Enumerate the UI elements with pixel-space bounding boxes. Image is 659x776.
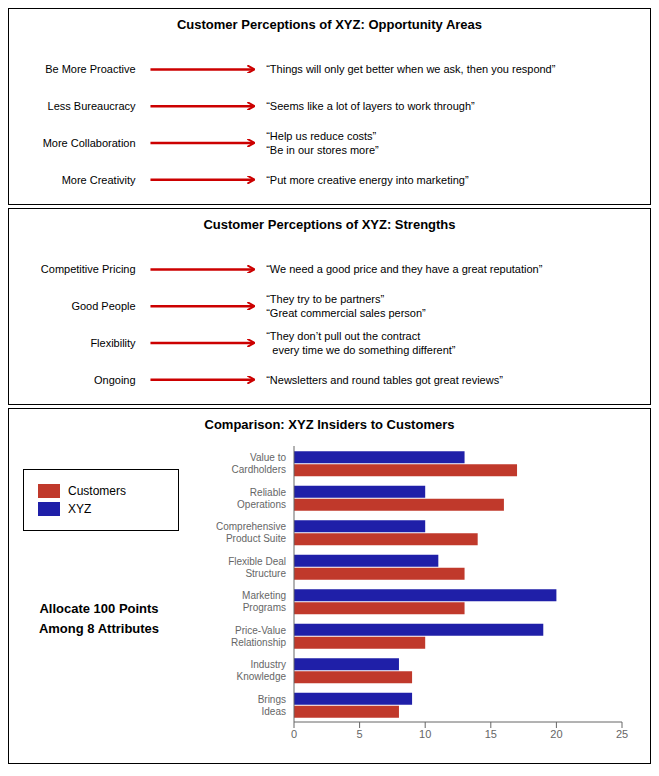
svg-text:ReliableOperations: ReliableOperations — [237, 487, 286, 510]
html-text:Less Bureaucracy: Less Bureaucracy — [47, 100, 136, 113]
html-text:More Creativity: More Creativity — [61, 173, 136, 186]
svg-text:MarketingPrograms: MarketingPrograms — [242, 590, 286, 613]
html-text:Customer Perceptions of XYZ: S: Customer Perceptions of XYZ: Strengths — [203, 217, 456, 232]
html-text:Allocate 100 Points Among 8 At: Allocate 100 Points Among 8 Attributes — [38, 601, 160, 636]
html-text:Comparison: XYZ Insiders to Cu: Comparison: XYZ Insiders to Customers — [204, 417, 455, 432]
html-text:“Put more creative energy into: “Put more creative energy into marketing… — [266, 173, 469, 186]
svg-text:Flexible DealStructure: Flexible DealStructure — [228, 556, 286, 579]
html-text:Good People: Good People — [71, 300, 136, 313]
html-text:“They try to be partners” “Gre: “They try to be partners” “Great commerc… — [266, 292, 426, 320]
svg-text:Value toCardholders: Value toCardholders — [232, 452, 287, 475]
html-text:Customer Perceptions of XYZ: O: Customer Perceptions of XYZ: Opportunity… — [177, 17, 482, 32]
html-text:Ongoing: Ongoing — [94, 373, 136, 386]
html-text:XYZ: XYZ — [68, 502, 92, 516]
html-text:Flexibility: Flexibility — [90, 336, 136, 349]
svg-text:5: 5 — [357, 728, 363, 740]
svg-text:10: 10 — [419, 728, 431, 740]
html-text:“Seems like a lot of layers to: “Seems like a lot of layers to work thro… — [266, 100, 475, 112]
svg-text:20: 20 — [550, 728, 562, 740]
html-text:Competitive Pricing: Competitive Pricing — [40, 263, 136, 276]
svg-text:BringsIdeas: BringsIdeas — [258, 694, 286, 717]
html-text:“Help us reduce costs” “Be in: “Help us reduce costs” “Be in our stores… — [266, 129, 379, 156]
svg-text:25: 25 — [616, 728, 628, 740]
html-text:Be More Proactive: Be More Proactive — [45, 63, 136, 76]
html-text:“Newsletters and round tables: “Newsletters and round tables got great … — [266, 373, 503, 386]
html-text:More Collaboration: More Collaboration — [42, 136, 136, 149]
svg-text:0: 0 — [291, 728, 297, 740]
html-text:“Things will only get better w: “Things will only get better when we ask… — [266, 63, 556, 76]
html-text:Customers: Customers — [68, 484, 126, 498]
svg-text:IndustryKnowledge: IndustryKnowledge — [237, 659, 287, 682]
svg-text:15: 15 — [485, 728, 497, 740]
html-text:“We need a good price and they: “We need a good price and they have a gr… — [266, 263, 543, 276]
html-text:“They don’t pull out the contr: “They don’t pull out the contract every … — [266, 329, 456, 356]
svg-text:ComprehensiveProduct Suite: ComprehensiveProduct Suite — [216, 521, 286, 544]
svg-text:Price-ValueRelationship: Price-ValueRelationship — [231, 625, 286, 648]
